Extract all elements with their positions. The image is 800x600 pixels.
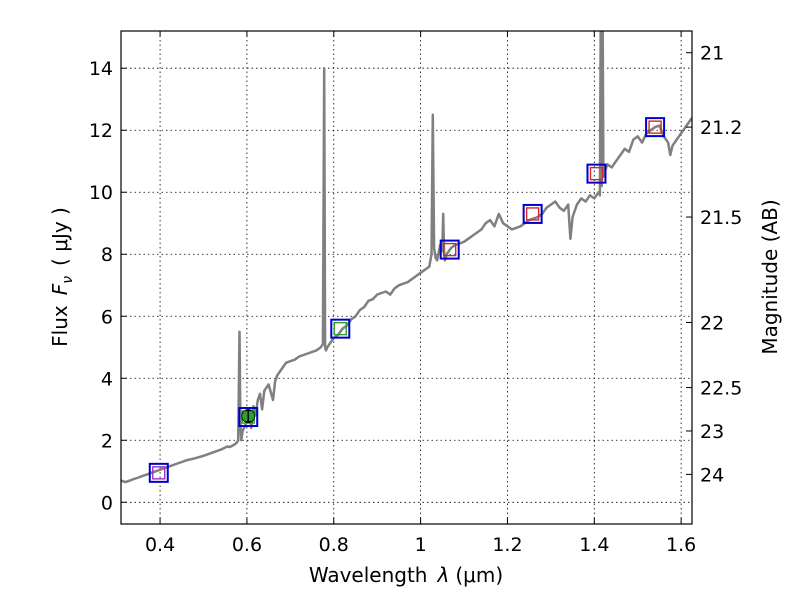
model-photometry-box	[443, 242, 457, 257]
plot-frame	[120, 30, 693, 525]
y2-tick-label: 22	[700, 312, 724, 334]
model-photometry-box	[589, 166, 604, 181]
observed-photometry-box	[522, 203, 543, 224]
x-tick-label: 0.8	[319, 534, 349, 556]
sed-spectrum-line	[121, 31, 692, 484]
y2-tick-label: 23	[700, 421, 724, 443]
model-photometry-box	[525, 207, 540, 221]
y-axis-title: FluxFν( μJy )	[48, 207, 76, 347]
y-tick-label: 6	[101, 306, 113, 328]
observed-photometry-box	[439, 239, 460, 260]
ticks: 0.4 0.6 0.8 1 1.2 1.4 1.6024681012142121.221.5…	[89, 31, 742, 556]
x-tick-label: 1.2	[492, 534, 522, 556]
observed-photometry-box	[238, 407, 259, 428]
y-tick-label: 14	[89, 58, 113, 80]
y-tick-label: 12	[89, 120, 113, 142]
y2-tick-label: 21.2	[700, 117, 742, 139]
y2-tick-label: 21	[700, 43, 724, 65]
model-photometry-box	[152, 466, 166, 480]
model-photometry-box	[333, 321, 347, 336]
y-tick-label: 2	[101, 430, 113, 452]
x-tick-label: 1.6	[666, 534, 696, 556]
observed-photometry-box	[586, 163, 607, 184]
x-tick-label: 1.4	[579, 534, 609, 556]
y2-axis-title: Magnitude (AB)	[758, 199, 782, 354]
x-tick-label: 0.6	[232, 534, 262, 556]
y2-tick-label: 24	[700, 464, 724, 486]
observed-photometry-box	[148, 462, 169, 483]
y-tick-label: 8	[101, 244, 113, 266]
spectrum-layer	[121, 31, 692, 484]
x-tick-label: 1	[415, 534, 427, 556]
photometry-layer	[148, 117, 666, 483]
observed-photometry-box	[330, 318, 351, 339]
observed-photometry-box	[645, 117, 666, 138]
model-photometry-box	[648, 120, 662, 134]
plot-area	[121, 31, 692, 484]
x-tick-label: 0.4	[145, 534, 175, 556]
y-tick-label: 4	[101, 368, 113, 390]
y2-tick-label: 21.5	[700, 207, 742, 229]
grid	[121, 31, 692, 524]
y-tick-label: 10	[89, 182, 113, 204]
y-tick-label: 0	[101, 492, 113, 514]
y2-tick-label: 22.5	[700, 378, 742, 400]
x-axis-title: Wavelength λ (μm)	[309, 563, 503, 587]
